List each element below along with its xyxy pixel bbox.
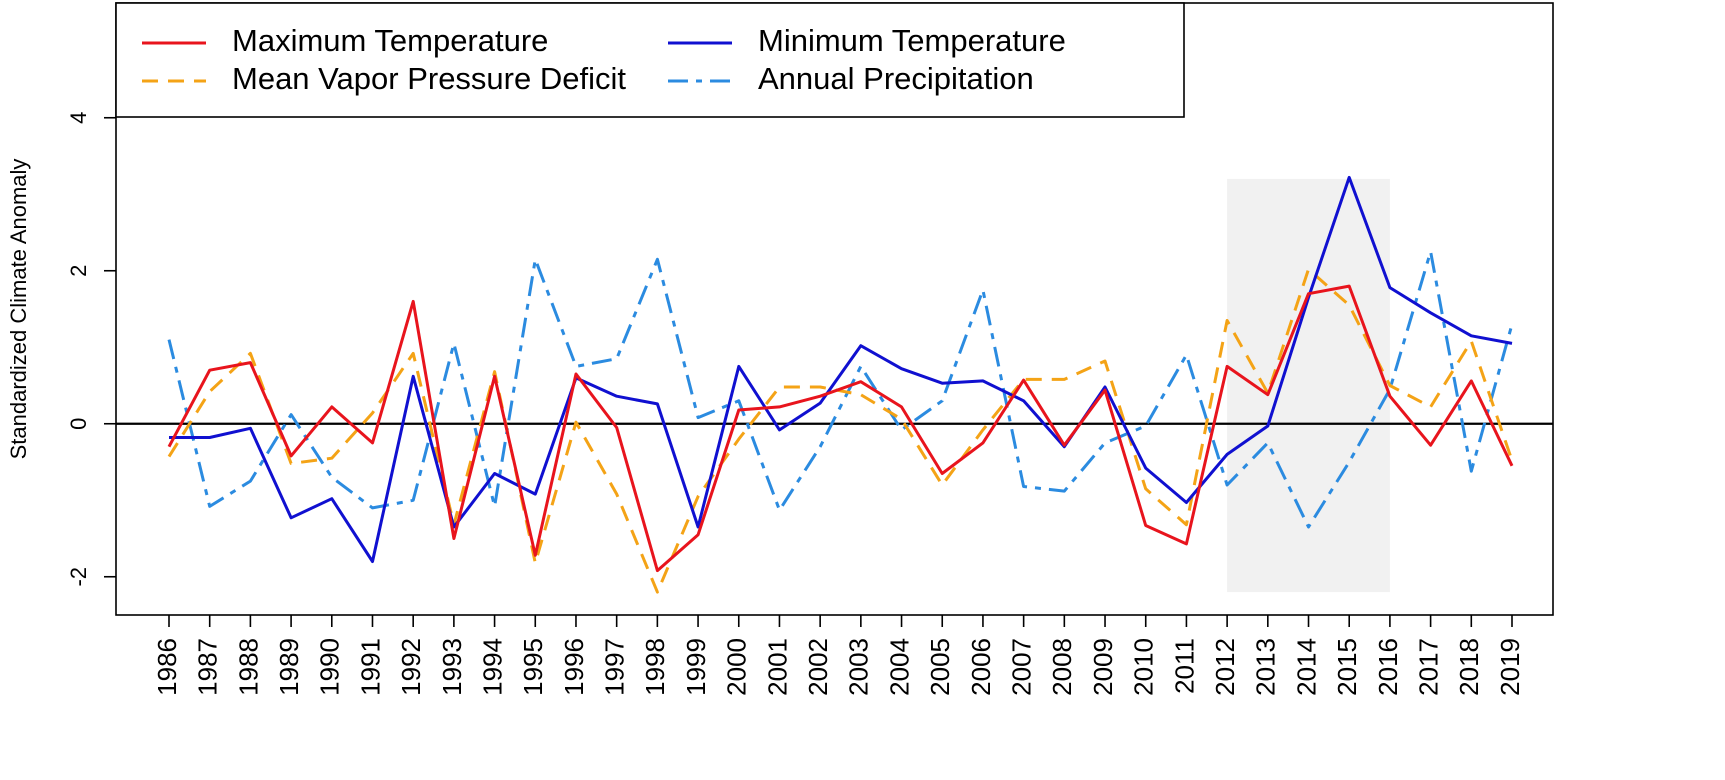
x-tick-label: 2016	[1373, 638, 1403, 696]
x-tick-label: 2018	[1454, 638, 1484, 696]
x-tick-label: 1998	[640, 638, 670, 696]
y-tick-label: 2	[66, 265, 91, 277]
x-tick-label: 1996	[559, 638, 589, 696]
series-line-maximum-temperature	[167, 284, 1514, 573]
x-tick-label: 2017	[1413, 638, 1443, 696]
x-tick-label: 1987	[193, 638, 223, 696]
x-tick-label: 2013	[1251, 638, 1281, 696]
series-layer	[167, 175, 1514, 594]
y-tick-label: -2	[66, 567, 91, 587]
x-tick-label: 2002	[803, 638, 833, 696]
shaded-period	[1227, 178, 1390, 593]
y-tick-label: 0	[66, 418, 91, 430]
y-tick-label: 4	[66, 112, 91, 124]
x-tick-label: 1989	[274, 638, 304, 696]
legend: Maximum Temperature Minimum Temperature Me…	[115, 2, 1185, 118]
x-tick-label: 1988	[233, 638, 263, 696]
x-tick-label: 1991	[355, 638, 385, 696]
legend-label: Maximum Temperature	[232, 23, 548, 58]
x-tick-label: 2000	[722, 638, 752, 696]
x-tick-label: 2019	[1495, 638, 1525, 696]
x-tick-label: 2012	[1210, 638, 1240, 696]
x-tick-label: 2006	[966, 638, 996, 696]
x-tick-label: 1995	[518, 638, 548, 696]
x-tick-label: 2015	[1332, 638, 1362, 696]
x-axis: 1986 1987 1988 1989 1990 1991 1992 1993 1994 1995…	[152, 615, 1525, 696]
x-tick-label: 1993	[437, 638, 467, 696]
x-tick-label: 1992	[396, 638, 426, 696]
x-tick-label: 1994	[477, 638, 507, 696]
x-tick-label: 2008	[1047, 638, 1077, 696]
x-tick-label: 2009	[1088, 638, 1118, 696]
x-tick-label: 2004	[884, 638, 914, 696]
series-line-minimum-temperature	[169, 175, 1513, 563]
legend-label: Annual Precipitation	[758, 61, 1034, 96]
series-line-mean-vapor-pressure-deficit	[167, 267, 1514, 594]
x-tick-label: 1990	[315, 638, 345, 696]
y-axis-label: Standardized Climate Anomaly	[6, 159, 31, 460]
x-tick-label: 1997	[600, 638, 630, 696]
series-line-annual-precipitation	[167, 250, 1514, 529]
x-tick-label: 1999	[681, 638, 711, 696]
shaded-period-layer	[1227, 178, 1390, 593]
x-tick-label: 2007	[1007, 638, 1037, 696]
x-tick-label: 1986	[152, 638, 182, 696]
legend-label: Minimum Temperature	[758, 23, 1066, 58]
x-tick-label: 2011	[1169, 638, 1199, 694]
legend-label: Mean Vapor Pressure Deficit	[232, 61, 626, 96]
x-tick-label: 2005	[925, 638, 955, 696]
x-tick-label: 2001	[762, 638, 792, 696]
x-tick-label: 2003	[844, 638, 874, 696]
x-tick-label: 2010	[1129, 638, 1159, 696]
legend-box	[115, 2, 1185, 118]
x-tick-label: 2014	[1291, 638, 1321, 696]
y-axis: -2 0 2 4	[66, 112, 116, 587]
